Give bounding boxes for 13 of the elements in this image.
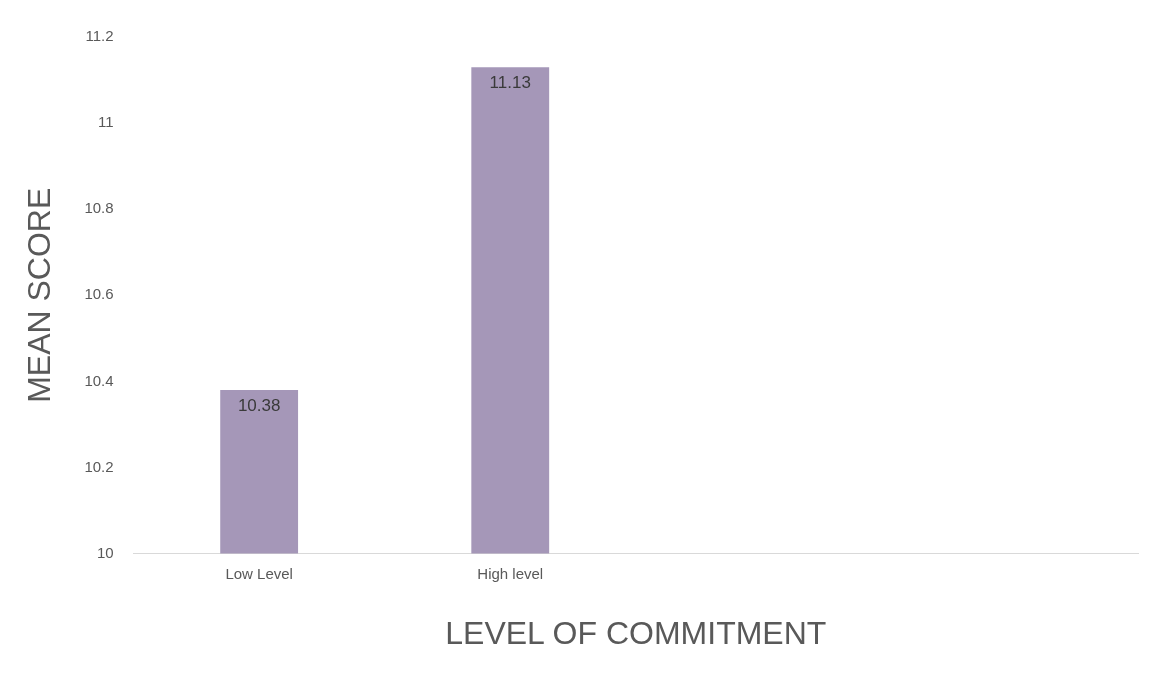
y-tick-label: 10.4 (84, 371, 114, 389)
y-tick-label: 10 (96, 543, 114, 561)
y-tick-label: 10.8 (84, 199, 114, 217)
data-label: 11.13 (489, 73, 531, 93)
y-tick-label: 11.2 (85, 27, 114, 45)
data-label: 10.38 (237, 396, 281, 416)
x-axis-title: LEVEL OF COMMITMENT (445, 614, 827, 651)
y-tick-label: 10.6 (84, 285, 114, 303)
x-tick-label: High level (477, 564, 544, 582)
y-tick-label: 10.2 (84, 457, 114, 475)
y-tick-label: 11 (98, 113, 114, 131)
x-tick-label: Low Level (225, 564, 293, 582)
y-axis-title: MEAN SCORE (21, 187, 58, 403)
